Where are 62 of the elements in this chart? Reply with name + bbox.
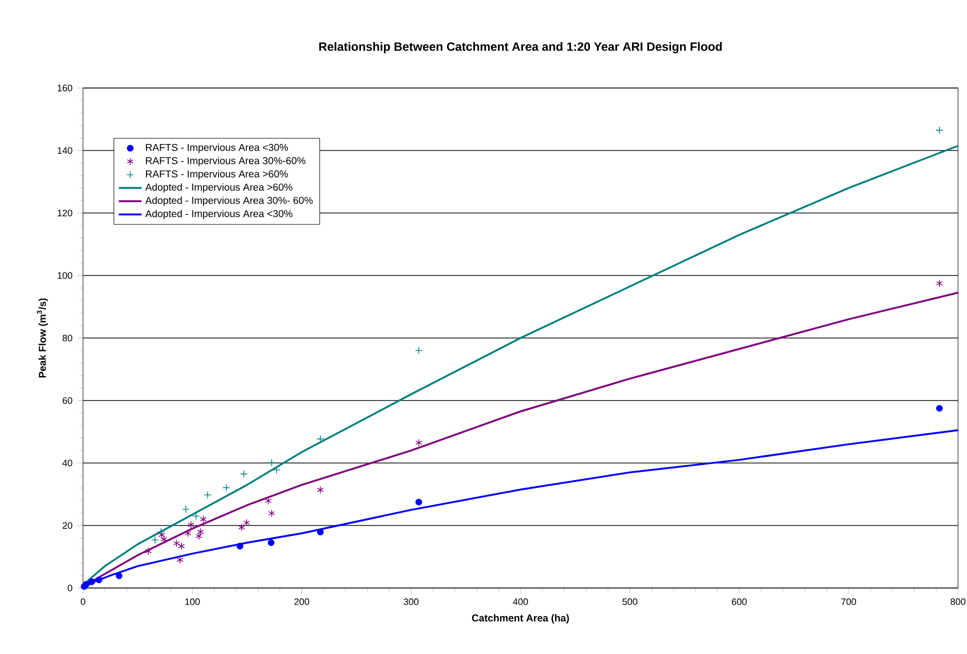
- point: [415, 438, 422, 447]
- y-tick-label: 160: [58, 84, 72, 92]
- point: [197, 528, 204, 536]
- legend-label: Adopted - Impervious Area 30%- 60%: [145, 196, 313, 206]
- point: [96, 576, 102, 584]
- point: [192, 512, 200, 520]
- point: [196, 532, 202, 540]
- point: [182, 505, 190, 514]
- y-tick-label: 60: [62, 397, 72, 404]
- x-tick-label: 400: [512, 598, 528, 606]
- point: [88, 578, 96, 586]
- legend-label: RAFTS - Impervious Area 30%-60%: [146, 156, 306, 166]
- point: [243, 518, 250, 527]
- legend-label: RAFTS - Impervious Area >60%: [146, 170, 288, 180]
- point: [157, 528, 165, 536]
- x-axis-title: Catchment Area (ha): [472, 614, 569, 624]
- x-tick-label: 0: [80, 598, 86, 606]
- x-tick-label: 800: [950, 598, 966, 606]
- legend-label: Adopted - Impervious Area <30%: [145, 210, 292, 220]
- point: [414, 346, 423, 354]
- point: [204, 491, 212, 499]
- legend-label: RAFTS - Impervious Area <30%: [146, 144, 288, 153]
- point: [184, 529, 192, 538]
- point: [116, 572, 122, 580]
- x-tick-label: 500: [622, 598, 638, 606]
- point: [222, 484, 230, 492]
- x-tick-label: 700: [841, 598, 856, 606]
- point: [268, 539, 274, 546]
- point: [240, 470, 248, 478]
- x-tick-label: 200: [294, 598, 310, 606]
- y-axis-title: Peak Flow (m$^{3}$/s): [36, 298, 48, 378]
- point: [268, 509, 276, 518]
- point: [272, 466, 280, 474]
- point: [238, 524, 245, 532]
- point: [936, 404, 943, 412]
- y-tick-label: 0: [68, 584, 72, 592]
- point: [144, 547, 152, 555]
- y-tick-label: 100: [58, 272, 72, 279]
- point: [188, 521, 194, 529]
- point: [82, 580, 90, 588]
- y-tick-label: 120: [58, 210, 72, 216]
- chart-title: Relationship Between Catchment Area and 1:20 Year ARI Design Flood: [319, 42, 722, 54]
- point: [178, 542, 185, 550]
- point: [173, 539, 180, 548]
- legend-label: Adopted - Impervious Area >60%: [145, 183, 292, 193]
- y-tick-label: 20: [62, 522, 72, 529]
- point: [936, 126, 944, 134]
- point: [317, 528, 324, 536]
- point: [236, 542, 244, 550]
- x-tick-label: 100: [185, 598, 200, 606]
- point: [268, 458, 276, 467]
- point: [151, 536, 159, 544]
- y-tick-label: 140: [58, 147, 72, 154]
- x-tick-label: 300: [404, 598, 419, 606]
- point: [936, 279, 943, 288]
- point: [176, 556, 184, 564]
- point: [316, 486, 324, 494]
- x-tick-label: 600: [732, 598, 747, 606]
- point: [200, 515, 207, 524]
- y-tick-label: 40: [62, 460, 72, 466]
- point: [415, 498, 422, 506]
- y-tick-label: 80: [62, 334, 72, 342]
